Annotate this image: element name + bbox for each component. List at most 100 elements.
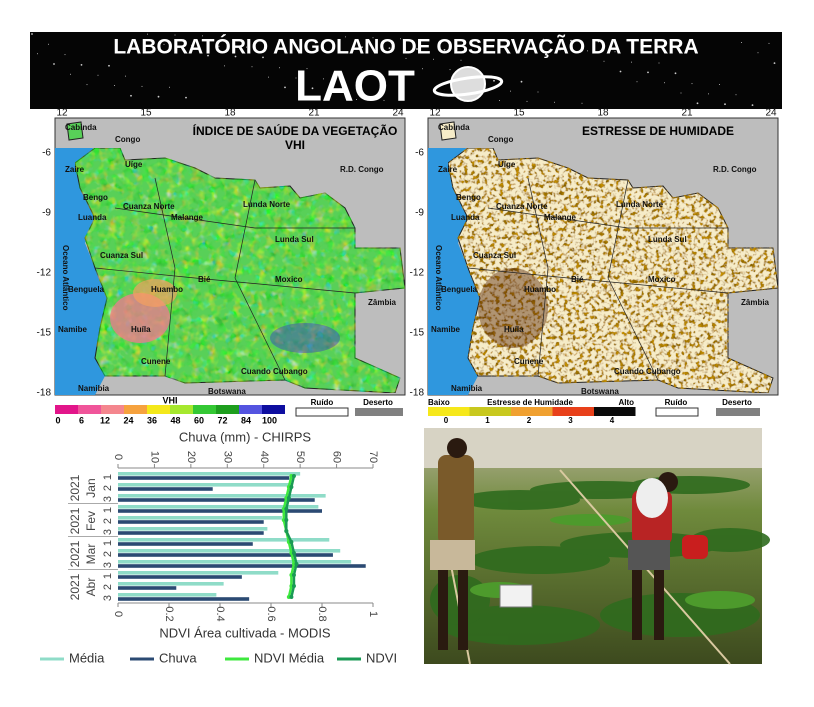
year-label: 2021 (68, 507, 82, 534)
lon-tick: 18 (224, 108, 236, 119)
star (125, 75, 126, 77)
x-tick-label: 40 (258, 451, 270, 463)
bar (118, 487, 213, 491)
star (345, 36, 346, 38)
legend-tick: 24 (123, 415, 133, 425)
star (383, 99, 385, 101)
place-label: Benguela (441, 285, 478, 294)
bar (118, 472, 301, 476)
map-subtitle: VHI (285, 138, 305, 152)
place-label: Huíla (131, 325, 151, 334)
bar (118, 542, 253, 546)
point (289, 485, 294, 489)
legend-tick: 0 (444, 416, 449, 425)
bar (118, 498, 315, 502)
place-label: R.D. Congo (340, 165, 384, 174)
year-label: 2021 (68, 540, 82, 567)
logo-text: LAOT (295, 62, 415, 111)
year-label: 2021 (68, 573, 82, 600)
place-label: Cabinda (438, 123, 470, 132)
star (306, 68, 308, 70)
ocean (55, 148, 107, 395)
point (284, 507, 289, 511)
place-label: Luanda (451, 213, 480, 222)
star (443, 49, 446, 51)
star (147, 33, 148, 35)
legend-low: Baixo (428, 398, 450, 407)
bar (118, 509, 322, 513)
star (647, 71, 649, 74)
star (422, 68, 423, 70)
star (130, 94, 132, 97)
legend-tick: 36 (147, 415, 157, 425)
stars (31, 33, 776, 106)
place-label: Luanda (78, 213, 107, 222)
bar (118, 505, 319, 509)
legend-noise: Ruído (311, 398, 334, 407)
star (48, 43, 49, 45)
star (268, 76, 269, 78)
legend-swatch (594, 407, 636, 416)
place-label: Botswana (208, 387, 246, 396)
star (510, 90, 511, 92)
lon-tick: 21 (308, 108, 320, 119)
star (301, 97, 302, 99)
star (636, 81, 638, 83)
bar (118, 483, 293, 487)
border (487, 207, 728, 229)
star (499, 100, 500, 101)
place-label: R.D. Congo (713, 165, 757, 174)
place-label: Botswana (581, 387, 619, 396)
point (291, 474, 296, 478)
x2-tick-label: 0.2 (163, 606, 175, 621)
legend-swatch (216, 405, 239, 414)
star (185, 96, 187, 99)
place-label: Zaire (65, 165, 85, 174)
star (169, 86, 170, 88)
point (284, 529, 289, 533)
legend-label: NDVI (366, 650, 397, 665)
x2-title: NDVI Área cultivada - MODIS (159, 625, 331, 640)
y-tick-label: 3 (102, 562, 114, 568)
x-tick-label: 60 (331, 451, 343, 463)
legend-tick: 60 (194, 415, 204, 425)
legend-tick: 4 (610, 416, 615, 425)
place-label: Malange (171, 213, 204, 222)
lon-tick: 24 (765, 108, 777, 119)
star (246, 46, 247, 48)
place-label: Moxico (648, 275, 676, 284)
place-label: Moxico (275, 275, 303, 284)
place-label: Huíla (504, 325, 524, 334)
point (289, 595, 294, 599)
star (234, 55, 237, 58)
place-label: Malange (544, 213, 577, 222)
lon-tick: 18 (597, 108, 609, 119)
stress-map: 12 15 18 21 24 -6 -9 -12 -15 -18 Cabinda Congo Zaire… (410, 108, 779, 399)
place-label: Namibe (58, 325, 87, 334)
place-label: Cuanza Sul (473, 251, 516, 260)
bar (118, 494, 326, 498)
lat-tick: -9 (42, 208, 51, 219)
group-label: Mar (84, 544, 98, 565)
star (31, 33, 33, 35)
place-label: Cuanza Norte (496, 202, 548, 211)
legend-swatch (239, 405, 262, 414)
lat-tick: -9 (415, 208, 424, 219)
lon-tick: 15 (513, 108, 525, 119)
place-label: Cuanza Sul (100, 251, 143, 260)
legend-high: Alto (618, 398, 634, 407)
star (400, 38, 401, 40)
place-label: Bengo (456, 193, 481, 202)
group-label: Abr (84, 578, 98, 597)
noise-swatch (295, 407, 349, 417)
star (356, 99, 357, 100)
star (86, 84, 88, 86)
legend-tick: 0 (55, 415, 60, 425)
star (64, 54, 66, 56)
place-label: Cunene (514, 357, 544, 366)
lat-tick: -18 (37, 388, 52, 399)
legend-swatch (193, 405, 216, 414)
bar (118, 527, 268, 531)
legend-tick: 2 (527, 416, 532, 425)
star (218, 45, 220, 47)
